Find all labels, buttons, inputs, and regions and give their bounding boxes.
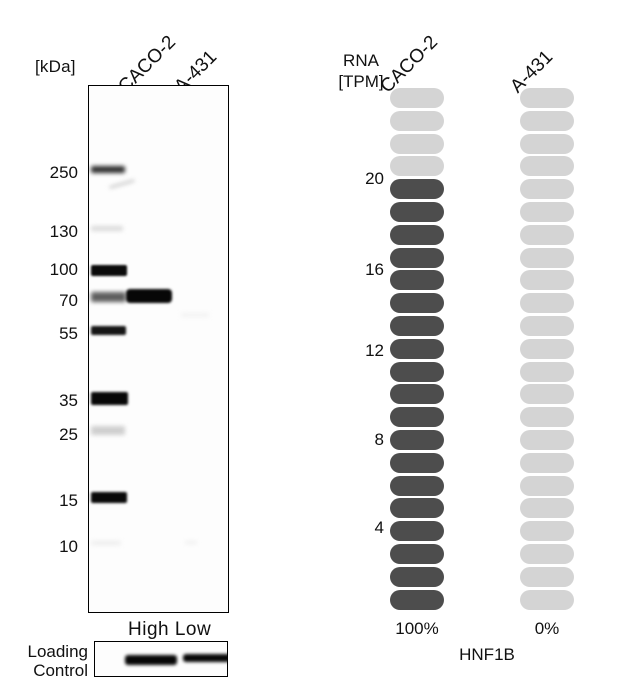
- rna-axis-label-line2: [TPM]: [338, 72, 384, 91]
- rna-segment-a431-10: [520, 384, 574, 405]
- ladder-band-250: [91, 166, 125, 173]
- kda-axis-label: [kDa]: [35, 57, 76, 76]
- rna-segment-caco2-20: [390, 156, 444, 177]
- rna-bar-a431: [520, 88, 574, 612]
- rna-segment-caco2-13: [390, 315, 444, 336]
- rna-segment-a431-8: [520, 429, 574, 450]
- rna-segment-caco2-5: [390, 498, 444, 519]
- rna-tick-4: 4: [374, 518, 384, 537]
- rna-segment-a431-9: [520, 407, 574, 428]
- rna-segment-a431-19: [520, 179, 574, 200]
- exposure-labels: High Low: [128, 619, 211, 641]
- loading-control-label-line2: Control: [33, 661, 88, 680]
- ladder-band-130: [91, 226, 123, 231]
- rna-segment-caco2-1: [390, 589, 444, 610]
- rna-segment-a431-23: [520, 88, 574, 108]
- ladder-band-55: [91, 326, 126, 335]
- loading-control-band-high: [125, 655, 177, 665]
- rna-segment-a431-4: [520, 521, 574, 542]
- ladder-band-25: [91, 426, 125, 435]
- ladder-band-35: [91, 392, 128, 405]
- blot-band-caco2-70kda: [126, 289, 172, 303]
- rna-segment-caco2-18: [390, 201, 444, 222]
- rna-segment-caco2-23: [390, 88, 444, 108]
- rna-percent-caco2: 100%: [395, 619, 439, 638]
- mw-label-10: 10: [59, 537, 78, 556]
- ladder-band-10: [91, 541, 121, 545]
- rna-segment-a431-18: [520, 201, 574, 222]
- ladder-artifact-streak: [109, 179, 135, 189]
- rna-segment-caco2-7: [390, 452, 444, 473]
- rna-segment-caco2-6: [390, 475, 444, 496]
- rna-segment-a431-6: [520, 475, 574, 496]
- mw-label-35: 35: [59, 391, 78, 410]
- exposure-label-low: Low: [174, 619, 212, 640]
- rna-segment-a431-7: [520, 452, 574, 473]
- rna-segment-a431-15: [520, 270, 574, 291]
- rna-segment-caco2-21: [390, 133, 444, 154]
- rna-segment-a431-21: [520, 133, 574, 154]
- rna-tick-8: 8: [374, 430, 384, 449]
- rna-segment-caco2-9: [390, 407, 444, 428]
- mw-label-55: 55: [59, 324, 78, 343]
- rna-segment-a431-16: [520, 247, 574, 268]
- rna-segment-caco2-8: [390, 429, 444, 450]
- rna-segment-caco2-17: [390, 224, 444, 245]
- rna-axis-label: RNA [TPM]: [330, 50, 392, 92]
- rna-segment-a431-1: [520, 589, 574, 610]
- western-blot-image: [88, 85, 229, 613]
- rna-segment-a431-12: [520, 338, 574, 359]
- loading-control-band-low: [183, 654, 227, 662]
- rna-segment-a431-11: [520, 361, 574, 382]
- rna-segment-a431-20: [520, 156, 574, 177]
- rna-segment-a431-2: [520, 566, 574, 587]
- rna-segment-caco2-19: [390, 179, 444, 200]
- mw-label-70: 70: [59, 291, 78, 310]
- loading-control-label: Loading Control: [14, 642, 88, 680]
- rna-segment-a431-5: [520, 498, 574, 519]
- loading-control-image: [94, 641, 228, 677]
- rna-segment-a431-3: [520, 543, 574, 564]
- rna-segment-caco2-4: [390, 521, 444, 542]
- mw-label-250: 250: [49, 163, 78, 182]
- rna-segment-caco2-2: [390, 566, 444, 587]
- rna-segment-caco2-22: [390, 110, 444, 131]
- rna-axis-label-line1: RNA: [343, 51, 379, 70]
- blot-lane-a431-background: [181, 313, 209, 317]
- rna-segment-a431-13: [520, 315, 574, 336]
- mw-label-15: 15: [59, 491, 78, 510]
- blot-lane-a431-artifact: [185, 541, 197, 544]
- rna-segment-caco2-11: [390, 361, 444, 382]
- rna-tick-12: 12: [365, 341, 384, 360]
- rna-tick-20: 20: [365, 169, 384, 188]
- mw-label-25: 25: [59, 425, 78, 444]
- rna-segment-caco2-3: [390, 543, 444, 564]
- rna-segment-caco2-14: [390, 293, 444, 314]
- rna-segment-caco2-12: [390, 338, 444, 359]
- rna-segment-a431-22: [520, 110, 574, 131]
- rna-segment-caco2-16: [390, 247, 444, 268]
- rna-segment-a431-17: [520, 224, 574, 245]
- rna-percent-a431: 0%: [534, 619, 560, 638]
- ladder-band-100: [91, 265, 127, 276]
- exposure-label-high: High: [128, 619, 170, 640]
- mw-label-100: 100: [49, 260, 78, 279]
- rna-segment-caco2-10: [390, 384, 444, 405]
- mw-label-130: 130: [49, 222, 78, 241]
- gene-name-label: HNF1B: [459, 645, 515, 664]
- rna-segment-a431-14: [520, 293, 574, 314]
- ladder-band-15: [91, 492, 127, 503]
- ladder-band-70: [91, 292, 126, 302]
- rna-tick-16: 16: [365, 260, 384, 279]
- rna-bar-caco2: [390, 88, 444, 612]
- rna-segment-caco2-15: [390, 270, 444, 291]
- loading-control-label-line1: Loading: [27, 642, 88, 661]
